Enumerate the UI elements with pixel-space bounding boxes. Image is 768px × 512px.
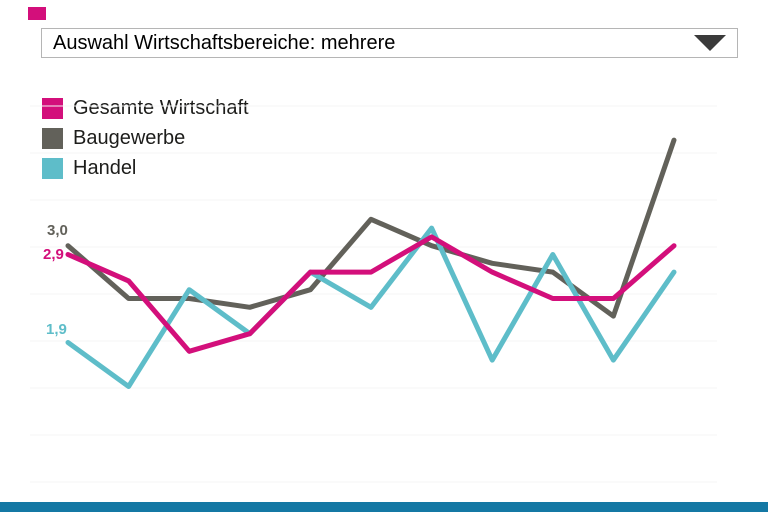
chevron-down-icon[interactable]	[694, 35, 726, 51]
footer-bar	[0, 502, 768, 512]
legend-swatch	[42, 97, 63, 119]
legend-item-baugewerbe[interactable]: Baugewerbe	[42, 123, 249, 153]
series-line-gesamte-wirtschaft	[65, 234, 677, 354]
legend-label: Handel	[73, 156, 137, 179]
legend-swatch	[42, 127, 63, 149]
legend: Gesamte Wirtschaft Baugewerbe Handel	[42, 93, 249, 183]
brand-mark	[28, 7, 46, 20]
series-start-value-gesamte-wirtschaft: 2,9	[43, 246, 64, 263]
sector-dropdown[interactable]: Auswahl Wirtschaftsbereiche: mehrere	[41, 28, 738, 58]
series-start-value-baugewerbe: 3,0	[47, 222, 68, 239]
legend-label: Baugewerbe	[73, 126, 186, 149]
series-start-value-handel: 1,9	[46, 321, 67, 338]
legend-label: Gesamte Wirtschaft	[73, 96, 249, 119]
series-line-handel	[65, 225, 677, 389]
legend-item-gesamte-wirtschaft[interactable]: Gesamte Wirtschaft	[42, 93, 249, 123]
dropdown-selected-text: Auswahl Wirtschaftsbereiche: mehrere	[53, 31, 396, 54]
legend-swatch	[42, 157, 63, 179]
legend-item-handel[interactable]: Handel	[42, 153, 249, 183]
